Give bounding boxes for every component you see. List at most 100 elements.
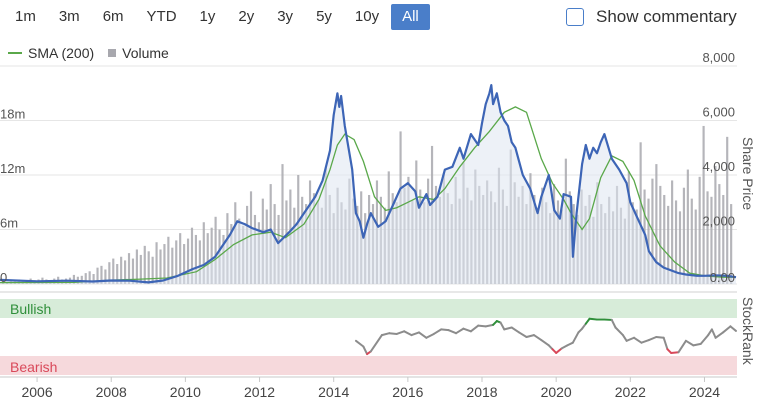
volume-bar: [214, 216, 217, 284]
stockrank-segment: [362, 345, 369, 356]
sma-legend-label[interactable]: SMA (200): [28, 45, 95, 61]
volume-bar: [163, 244, 166, 284]
volume-tick-label: 12m: [0, 161, 25, 176]
stockrank-segment: [714, 331, 725, 339]
volume-bar: [186, 238, 190, 284]
show-commentary-toggle[interactable]: Show commentary: [566, 7, 737, 27]
volume-bar: [190, 227, 194, 284]
range-selector: 1m 3m 6m YTD 1y 2y 3y 5y 10y All: [4, 4, 431, 32]
stockrank-segment: [710, 328, 717, 339]
range-button-3y[interactable]: 3y: [277, 8, 294, 25]
stockrank-segment: [540, 339, 550, 347]
range-button-1m[interactable]: 1m: [15, 8, 36, 25]
price-tick-label: 6,000: [702, 105, 735, 120]
x-tick-label: 2012: [244, 384, 275, 400]
stockrank-segment: [677, 339, 687, 354]
volume-bar: [88, 271, 91, 284]
volume-bar: [639, 142, 642, 284]
volume-bar: [84, 273, 87, 284]
stockrank-segment: [581, 322, 587, 330]
stockrank-segment: [621, 334, 628, 342]
volume-bar: [686, 169, 689, 284]
stockrank-segment: [633, 336, 643, 344]
stockrank-segment: [417, 331, 428, 339]
range-button-2y[interactable]: 2y: [238, 8, 255, 25]
stockrank-segment: [484, 323, 495, 328]
volume-bar: [167, 236, 170, 284]
volume-bar: [726, 136, 729, 284]
stockrank-segment: [729, 325, 737, 332]
volume-bar: [694, 209, 697, 284]
price-tick-label: 4,000: [702, 159, 735, 174]
stockrank-segment: [614, 326, 624, 337]
range-button-ytd[interactable]: YTD: [146, 8, 177, 25]
stockrank-segment: [403, 330, 413, 337]
stockrank-segment: [662, 336, 669, 351]
volume-bar: [127, 253, 131, 284]
volume-bar: [151, 256, 154, 284]
volume-bar: [682, 187, 686, 284]
range-button-5y[interactable]: 5y: [316, 8, 332, 25]
volume-bar: [678, 211, 682, 284]
stockrank-segment: [395, 330, 406, 335]
stockrank-segment: [588, 317, 598, 321]
volume-bar: [183, 244, 186, 284]
stockrank-segment: [388, 332, 398, 335]
volume-bar: [659, 185, 662, 284]
volume-bar: [120, 256, 123, 284]
stockrank-segment: [640, 339, 650, 344]
stockrank-segment: [584, 317, 591, 325]
stockrank-segment: [655, 336, 665, 339]
range-button-all[interactable]: All: [391, 4, 430, 30]
volume-tick-label: 0: [0, 270, 7, 285]
volume-bar: [674, 200, 678, 284]
volume-bar: [714, 165, 717, 284]
x-tick-label: 2020: [541, 384, 572, 400]
stockrank-segment: [670, 351, 680, 354]
stockrank-segment: [722, 325, 732, 334]
range-button-6m[interactable]: 6m: [102, 8, 124, 25]
stockrank-segment: [440, 328, 450, 332]
volume-bar: [112, 258, 115, 284]
volume-bar: [663, 194, 666, 284]
range-button-10y[interactable]: 10y: [354, 8, 380, 25]
bearish-band: [0, 356, 737, 375]
volume-bar: [206, 233, 209, 284]
sma-legend-swatch: [8, 52, 22, 54]
stockrank-segment: [469, 324, 480, 333]
volume-bar: [155, 242, 158, 284]
x-tick-label: 2006: [21, 384, 52, 400]
volume-bar: [80, 275, 83, 284]
stockrank-segment: [525, 334, 535, 338]
volume-bar: [702, 125, 705, 284]
volume-bar: [210, 227, 213, 284]
volume-tick-label: 6m: [0, 216, 18, 231]
range-button-1y[interactable]: 1y: [199, 8, 216, 25]
volume-bar: [171, 247, 174, 284]
x-tick-label: 2008: [96, 384, 127, 400]
stockrank-segment: [455, 327, 465, 335]
range-button-3m[interactable]: 3m: [58, 8, 80, 25]
volume-bar: [96, 267, 99, 284]
volume-legend-label[interactable]: Volume: [122, 45, 169, 61]
commentary-label: Show commentary: [596, 7, 737, 26]
stockrank-segment: [532, 334, 543, 342]
chart-legend: SMA (200) Volume: [8, 45, 169, 61]
volume-bar: [131, 258, 135, 284]
stockrank-segment: [432, 328, 443, 335]
stockrank-segment: [555, 347, 563, 354]
x-tick-label: 2018: [466, 384, 497, 400]
stockrank-segment: [566, 341, 574, 347]
volume-bar: [202, 222, 205, 284]
volume-bar: [108, 262, 111, 284]
volume-bar: [722, 194, 725, 284]
volume-bar: [655, 164, 658, 284]
price-area: [0, 85, 736, 284]
volume-bar: [690, 198, 693, 284]
volume-bar: [710, 196, 713, 284]
bullish-label: Bullish: [10, 301, 51, 317]
commentary-checkbox[interactable]: [566, 8, 584, 26]
x-tick-label: 2024: [689, 384, 720, 400]
volume-bar: [698, 176, 701, 284]
volume-bar: [104, 269, 107, 284]
